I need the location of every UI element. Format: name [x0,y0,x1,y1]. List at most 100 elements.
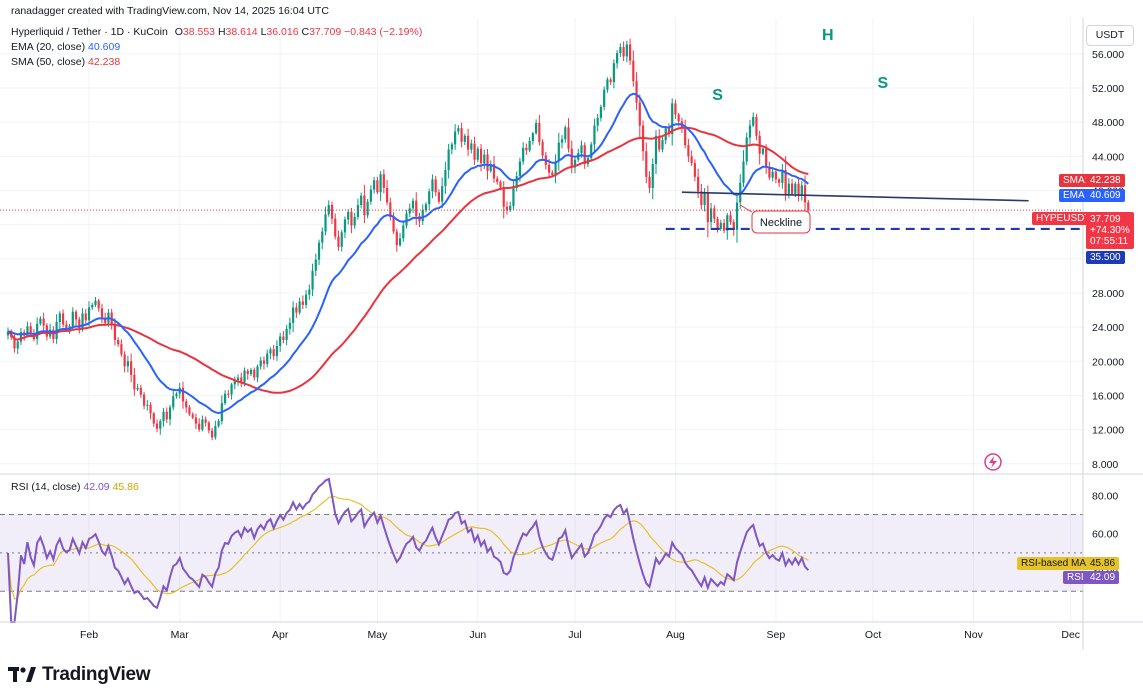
candle [191,412,194,420]
time-tick-label: Mar [171,629,190,641]
candle-body [58,313,61,322]
candle [719,219,722,231]
candle-body [609,79,612,83]
candle [227,389,230,399]
candle-body [317,242,321,260]
candle [492,156,496,183]
candle-body [700,191,703,206]
candle [181,381,185,409]
candle-body [136,387,139,390]
candle [761,147,765,156]
candle [476,146,479,163]
candle-body [434,179,437,193]
rsi-ma-path [7,495,809,600]
time-tick-label: Feb [80,629,98,641]
candle [379,171,382,201]
candle [807,199,810,213]
candle-body [784,170,787,194]
candle-body [437,192,441,202]
candle [554,154,557,184]
candle [259,356,262,370]
candle-body [632,60,635,82]
candle [356,198,360,220]
candle-body [745,137,748,162]
candle [735,195,739,243]
candle-body [654,135,658,165]
candle-body [311,270,314,290]
candle-body [515,175,518,188]
candle-body [622,47,625,57]
candle-body [120,344,123,355]
candle-body [360,195,363,206]
candle [58,311,61,329]
candle-body [146,404,149,406]
candle-body [635,81,638,103]
candle-body [573,159,577,168]
neckline-callout-pointer [739,204,753,213]
candle [330,201,334,224]
candle [230,382,233,400]
candle [729,210,732,225]
candle-body [483,154,486,164]
candle [26,321,29,338]
candle-body [479,148,483,164]
candle-body [373,180,376,190]
candle-body [599,106,603,118]
candle [693,159,696,182]
rsi-legend[interactable]: RSI (14, close) 42.09 45.86 [11,481,139,493]
price-tick-label: 28.000 [1092,288,1124,300]
candle-body [269,349,272,354]
candle-body [687,145,690,157]
sma-legend[interactable]: SMA (50, close) 42.238 [11,56,121,68]
candle-body [113,323,117,340]
rsi-lines [7,477,810,623]
candle [279,332,282,352]
candle-body [645,151,648,177]
candle-body [172,396,175,408]
candle-body [444,170,447,187]
candle-body [262,360,266,364]
candle-body [803,185,807,203]
candle [778,177,781,187]
candle [606,77,609,93]
candle-body [52,329,55,340]
candle-body [236,377,240,381]
candle-body [787,183,790,194]
candle-body [347,211,350,220]
low-value: 36.016 [266,26,299,38]
candle [308,284,311,300]
candle-body [525,147,528,151]
candle-body [217,421,220,427]
candle [16,339,19,355]
time-tick-label: Nov [964,629,983,641]
candle [603,86,606,111]
close-value: 37.709 [309,26,342,38]
candle [165,407,168,424]
candle-body [797,183,800,196]
candle [619,43,622,57]
candle-body [246,370,249,375]
candle-body [382,174,385,188]
candle-body [421,210,424,222]
currency-button[interactable]: USDT [1086,25,1134,46]
candle-body [204,419,207,423]
candle [217,418,220,428]
symbol-name[interactable]: Hyperliquid / Tether · 1D · KuCoin [11,26,168,38]
candle [505,201,509,215]
ema-legend[interactable]: EMA (20, close) 40.609 [11,41,121,53]
candle [382,169,385,194]
candle [295,303,298,318]
time-tick-label: Sep [767,629,786,641]
candle-body [774,171,777,180]
candle-body [415,200,418,217]
candle-body [496,178,499,182]
candle-body [748,125,752,138]
candle [590,141,593,162]
price-tick-label: 12.000 [1092,425,1124,437]
tradingview-logo[interactable]: TradingView [8,664,151,686]
rsi-tick-label: 80.00 [1092,490,1118,502]
candle [240,372,243,388]
candle-body [800,185,803,196]
candle [298,297,301,315]
